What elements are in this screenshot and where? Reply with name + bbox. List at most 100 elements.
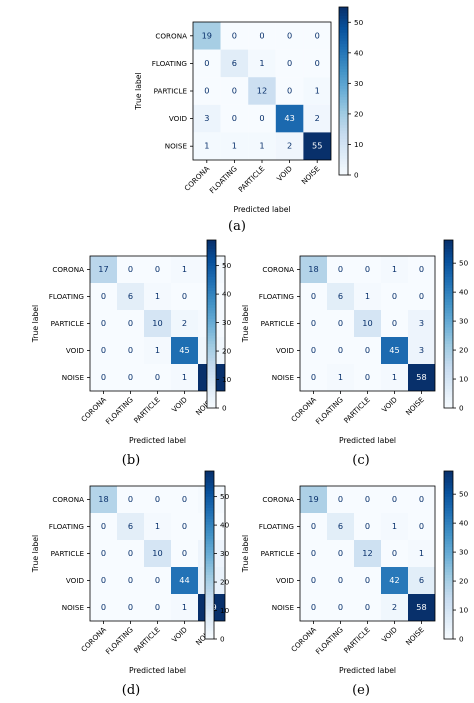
colorbar-segment xyxy=(205,507,214,511)
colorbar-segment xyxy=(205,574,214,578)
cell-value-label: 1 xyxy=(259,58,264,68)
colorbar-segment xyxy=(339,68,348,72)
colorbar-segment xyxy=(205,625,214,629)
x-tick-label: NOISE xyxy=(300,164,322,186)
colorbar-segment xyxy=(339,57,348,61)
colorbar-segment xyxy=(339,99,348,103)
colorbar-segment xyxy=(207,329,216,333)
y-tick-label: FLOATING xyxy=(152,59,187,68)
cell-value-label: 0 xyxy=(311,318,316,328)
y-tick-label: NOISE xyxy=(62,373,85,382)
cell-value-label: 0 xyxy=(311,602,316,612)
cell-value-label: 0 xyxy=(101,372,106,382)
colorbar-segment xyxy=(339,138,348,142)
cell-value-label: 6 xyxy=(232,58,237,68)
x-tick-label: PARTICLE xyxy=(342,395,372,425)
cell-value-label: 6 xyxy=(128,521,133,531)
heatmap-cell xyxy=(381,567,408,594)
colorbar-segment xyxy=(444,518,453,522)
colorbar-segment xyxy=(339,46,348,50)
colorbar-segment xyxy=(339,12,348,16)
colorbar-tick-label: 30 xyxy=(220,549,230,558)
heatmap-cell xyxy=(248,22,276,50)
heatmap-cell xyxy=(171,567,198,594)
colorbar-segment xyxy=(444,301,453,305)
colorbar-segment xyxy=(205,560,214,564)
colorbar-segment xyxy=(444,321,453,325)
heatmap-cell xyxy=(327,337,354,364)
colorbar-segment xyxy=(339,51,348,56)
colorbar-segment xyxy=(339,49,348,53)
colorbar-segment xyxy=(444,479,453,483)
cell-value-label: 1 xyxy=(392,264,397,274)
colorbar-segment xyxy=(444,499,453,503)
colorbar-segment xyxy=(205,588,214,592)
cell-value-label: 0 xyxy=(392,291,397,301)
cell-value-label: 0 xyxy=(287,58,292,68)
cell-value-label: 6 xyxy=(338,291,343,301)
colorbar-tick-label: 30 xyxy=(459,548,469,557)
cell-value-label: 0 xyxy=(101,602,106,612)
colorbar-tick-label: 20 xyxy=(354,109,364,118)
colorbar-segment xyxy=(205,501,214,506)
colorbar-segment xyxy=(444,504,453,508)
cell-value-label: 0 xyxy=(101,575,106,585)
x-tick-label: NOISE xyxy=(404,625,426,647)
colorbar-segment xyxy=(339,15,348,19)
heatmap-cell xyxy=(354,256,381,283)
colorbar-segment xyxy=(444,296,453,300)
colorbar-segment xyxy=(444,259,453,263)
cell-value-label: 3 xyxy=(419,345,424,355)
cell-value-label: 12 xyxy=(362,548,372,558)
colorbar-segment xyxy=(444,385,453,389)
cell-value-label: 58 xyxy=(416,602,426,612)
colorbar-segment xyxy=(205,518,214,522)
heatmap-cell xyxy=(144,540,171,567)
heatmap-cell xyxy=(381,310,408,337)
colorbar-segment xyxy=(207,388,216,392)
colorbar-segment xyxy=(205,569,214,573)
cell-value-label: 0 xyxy=(287,86,292,96)
heatmap-cell xyxy=(303,104,331,133)
y-axis-label: True label xyxy=(241,305,250,343)
x-tick-label: PARTICLE xyxy=(132,395,162,425)
colorbar-segment xyxy=(205,627,214,632)
colorbar-segment xyxy=(444,574,453,578)
colorbar-segment xyxy=(205,608,214,612)
x-tick-label: VOID xyxy=(170,625,189,644)
colorbar-segment xyxy=(205,521,214,525)
colorbar-segment xyxy=(444,532,453,536)
colorbar-tick-label: 0 xyxy=(220,635,225,644)
colorbar-segment xyxy=(205,543,214,548)
colorbar-tick-label: 10 xyxy=(354,140,364,149)
colorbar-segment xyxy=(444,515,453,520)
heatmap-cell xyxy=(381,256,408,283)
heatmap-cell xyxy=(171,283,198,310)
colorbar-segment xyxy=(205,482,214,486)
subplot-label: (a) xyxy=(228,219,246,234)
cell-value-label: 2 xyxy=(287,141,292,151)
cell-value-label: 0 xyxy=(128,602,133,612)
heatmap-cell xyxy=(117,540,144,567)
cell-value-label: 0 xyxy=(392,548,397,558)
colorbar-segment xyxy=(339,88,348,92)
colorbar-segment xyxy=(205,602,214,606)
x-axis-label: Predicted label xyxy=(339,666,396,675)
colorbar-segment xyxy=(339,63,348,67)
colorbar-segment xyxy=(444,627,453,632)
heatmap-cell xyxy=(193,77,221,105)
colorbar-segment xyxy=(444,374,453,378)
colorbar-segment xyxy=(444,346,453,350)
cell-value-label: 0 xyxy=(419,521,424,531)
colorbar-segment xyxy=(205,515,214,520)
colorbar-segment xyxy=(444,293,453,297)
cell-value-label: 0 xyxy=(128,264,133,274)
colorbar-segment xyxy=(339,79,348,84)
confusion-matrix-a: 19 0 0 0 00 6 1 0 00 0 12 0 13 0 0 43 21 1 1 2 55CORONAFLOAT… xyxy=(134,6,364,234)
x-tick-label: FLOATING xyxy=(104,625,135,656)
cell-value-label: 1 xyxy=(315,86,320,96)
colorbar-frame xyxy=(338,6,349,176)
cell-value-label: 0 xyxy=(311,548,316,558)
cell-value-label: 45 xyxy=(179,345,189,355)
colorbar-segment xyxy=(444,366,453,370)
